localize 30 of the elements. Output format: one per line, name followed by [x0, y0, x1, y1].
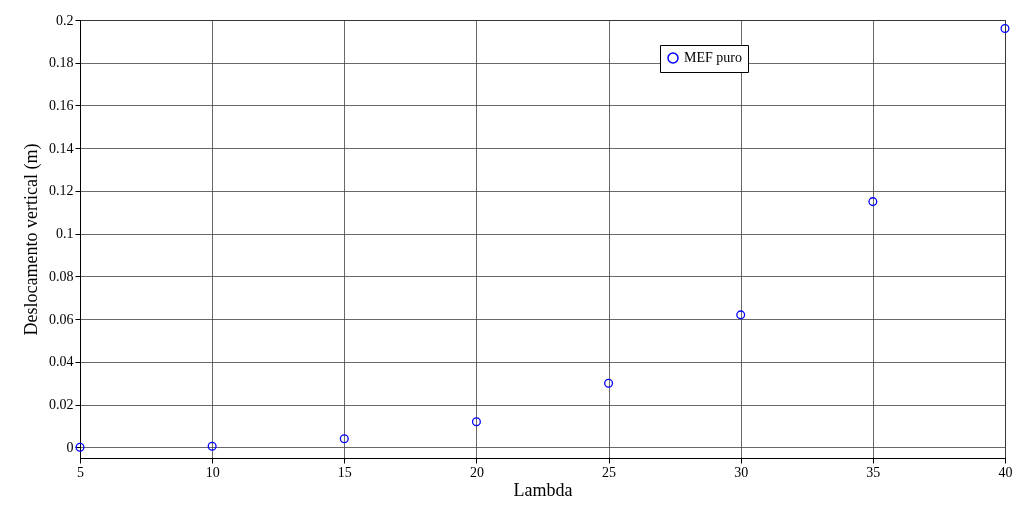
point	[868, 197, 878, 207]
point	[736, 310, 746, 320]
y-tick-label: 0.14	[49, 140, 74, 156]
point	[604, 378, 614, 388]
point	[1000, 24, 1010, 34]
x-tick-label: 10	[205, 464, 220, 480]
y-tick-label: 0.18	[49, 55, 74, 71]
y-axis-title: Deslocamento vertical (m)	[21, 143, 42, 336]
y-tick-label: 0.1	[56, 226, 74, 242]
legend-label: MEF puro	[684, 50, 742, 65]
point	[207, 441, 217, 451]
point	[75, 442, 85, 452]
x-tick-label: 30	[734, 464, 749, 480]
y-tick-label: 0.06	[49, 311, 74, 327]
x-tick-label: 15	[337, 464, 352, 480]
y-tick-label: 0.08	[49, 268, 74, 284]
x-axis-title: Lambda	[513, 479, 573, 500]
y-tick-label: 0.12	[49, 183, 74, 199]
y-tick-label: 0.16	[49, 97, 74, 113]
y-tick-label: 0	[66, 439, 74, 455]
x-tick-label: 25	[602, 464, 617, 480]
x-tick-label: 5	[77, 464, 84, 480]
y-tick-label: 0.04	[49, 354, 74, 370]
point	[339, 434, 349, 444]
y-tick-label: 0.02	[49, 397, 74, 413]
x-tick-label: 20	[469, 464, 484, 480]
point	[471, 417, 481, 427]
y-tick-label: 0.2	[56, 12, 74, 28]
x-tick-label: 40	[998, 464, 1013, 480]
x-tick-label: 35	[866, 464, 881, 480]
